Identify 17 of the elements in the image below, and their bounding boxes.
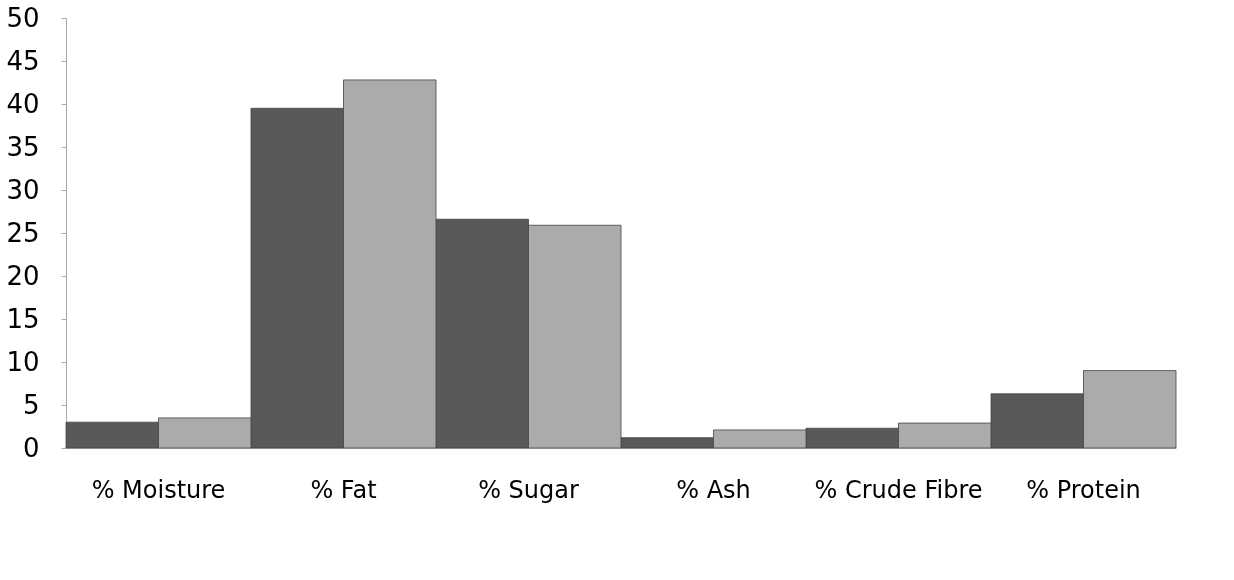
y-tick-label: 45 — [6, 45, 40, 76]
y-tick-label: 10 — [6, 346, 40, 377]
y-tick-label: 20 — [6, 260, 40, 291]
x-tick-label: % Fat — [310, 475, 377, 504]
y-tick-label: 15 — [6, 303, 40, 334]
y-tick-label: 0 — [22, 432, 40, 463]
x-tick-label: % Moisture — [91, 475, 226, 504]
y-tick-label: 35 — [6, 131, 40, 162]
y-tick-label: 30 — [6, 174, 40, 205]
y-tick-label: 50 — [6, 2, 40, 33]
x-tick-label: % Ash — [676, 475, 751, 504]
y-tick-label: 40 — [6, 88, 40, 119]
y-tick-label: 5 — [22, 389, 40, 420]
y-tick-label: 25 — [6, 217, 40, 248]
x-tick-label: % Sugar — [478, 475, 579, 504]
x-tick-label: % Crude Fibre — [814, 475, 983, 504]
x-tick-label: % Protein — [1026, 475, 1141, 504]
